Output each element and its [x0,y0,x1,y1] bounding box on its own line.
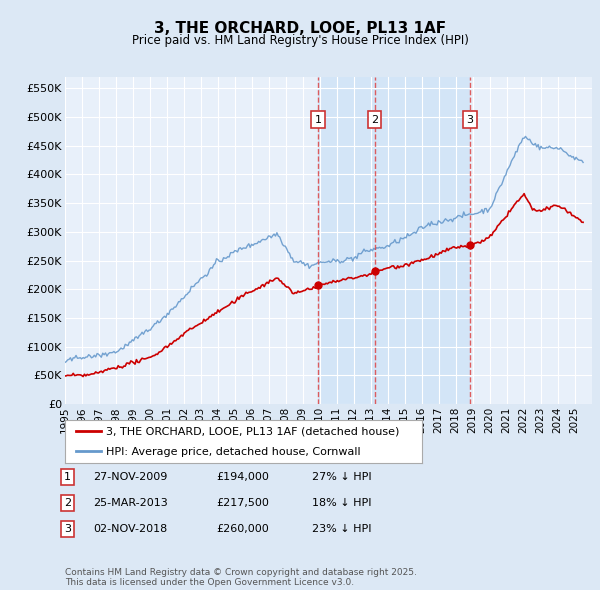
Text: 02-NOV-2018: 02-NOV-2018 [93,524,167,533]
Text: 3: 3 [466,115,473,125]
Text: £194,000: £194,000 [216,472,269,481]
Text: 25-MAR-2013: 25-MAR-2013 [93,498,168,507]
Text: 3, THE ORCHARD, LOOE, PL13 1AF: 3, THE ORCHARD, LOOE, PL13 1AF [154,21,446,35]
Text: Price paid vs. HM Land Registry's House Price Index (HPI): Price paid vs. HM Land Registry's House … [131,34,469,47]
Text: 1: 1 [314,115,322,125]
Text: HPI: Average price, detached house, Cornwall: HPI: Average price, detached house, Corn… [106,447,361,457]
Text: 2: 2 [371,115,378,125]
Text: 27% ↓ HPI: 27% ↓ HPI [312,472,371,481]
Text: 1: 1 [64,472,71,481]
Text: 3: 3 [64,524,71,533]
Text: 23% ↓ HPI: 23% ↓ HPI [312,524,371,533]
Text: Contains HM Land Registry data © Crown copyright and database right 2025.
This d: Contains HM Land Registry data © Crown c… [65,568,416,587]
Bar [318,77,470,404]
Text: £260,000: £260,000 [216,524,269,533]
Text: 18% ↓ HPI: 18% ↓ HPI [312,498,371,507]
Text: £217,500: £217,500 [216,498,269,507]
Text: 2: 2 [64,498,71,507]
Text: 27-NOV-2009: 27-NOV-2009 [93,472,167,481]
Text: 3, THE ORCHARD, LOOE, PL13 1AF (detached house): 3, THE ORCHARD, LOOE, PL13 1AF (detached… [106,427,399,436]
